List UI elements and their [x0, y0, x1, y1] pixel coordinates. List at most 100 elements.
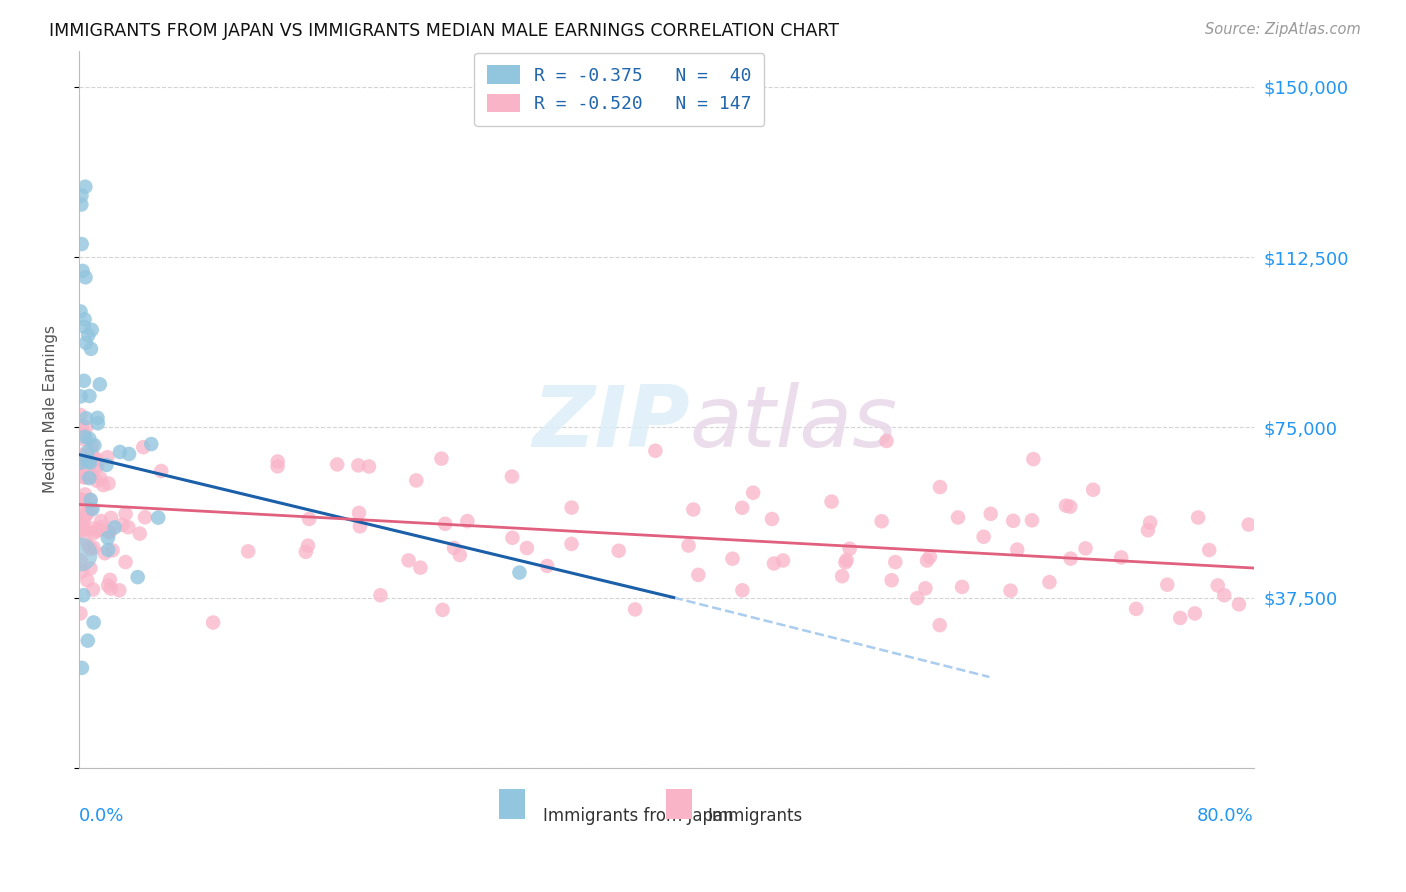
Point: [79, 561, 101, 575]
Point: [87, 417, 110, 431]
Point: [918, 549, 941, 564]
Point: [148, 510, 170, 524]
Point: [82, 582, 104, 597]
Point: [950, 580, 973, 594]
Point: [79, 456, 101, 470]
Point: [202, 615, 225, 630]
Point: [70, 661, 93, 675]
Point: [69, 492, 91, 507]
Point: [1198, 543, 1220, 558]
Point: [405, 474, 427, 488]
Point: [1168, 611, 1191, 625]
Point: [835, 553, 858, 567]
Point: [772, 553, 794, 567]
Point: [449, 548, 471, 562]
Point: [73, 430, 96, 444]
Y-axis label: Median Male Earnings: Median Male Earnings: [44, 326, 58, 493]
Point: [357, 459, 380, 474]
Point: [1005, 542, 1028, 557]
Point: [731, 583, 754, 598]
Point: [127, 570, 149, 584]
Point: [70, 463, 93, 477]
Point: [831, 569, 853, 583]
Point: [1213, 588, 1236, 602]
Point: [820, 494, 842, 508]
Point: [76, 507, 98, 521]
Point: [80, 541, 103, 556]
Point: [77, 503, 100, 517]
Point: [76, 503, 98, 517]
Point: [86, 410, 108, 425]
Point: [83, 615, 105, 630]
Point: [72, 493, 94, 508]
Legend: R = -0.375   N =  40, R = -0.520   N = 147: R = -0.375 N = 40, R = -0.520 N = 147: [474, 53, 763, 126]
Point: [688, 567, 710, 582]
Point: [1074, 541, 1097, 556]
Point: [75, 270, 97, 285]
Point: [644, 443, 666, 458]
Point: [432, 603, 454, 617]
Point: [1002, 514, 1025, 528]
Point: [104, 520, 127, 534]
Point: [1081, 483, 1104, 497]
Point: [98, 525, 121, 540]
Point: [69, 492, 91, 507]
Point: [80, 323, 103, 337]
Point: [96, 450, 118, 465]
Point: [298, 512, 321, 526]
Point: [70, 418, 93, 433]
Point: [83, 541, 105, 555]
Point: [117, 520, 139, 534]
Point: [72, 588, 94, 602]
Point: [347, 506, 370, 520]
Point: [111, 517, 134, 532]
Point: [1184, 607, 1206, 621]
Point: [87, 523, 110, 537]
Point: [97, 543, 120, 558]
Point: [80, 438, 103, 452]
Point: [1206, 578, 1229, 592]
Point: [82, 501, 104, 516]
Point: [75, 411, 97, 425]
Point: [80, 503, 103, 517]
Point: [94, 546, 117, 560]
Point: [682, 502, 704, 516]
Point: [90, 514, 112, 528]
Point: [80, 342, 103, 356]
Point: [915, 553, 938, 567]
Point: [114, 507, 136, 521]
Point: [75, 470, 97, 484]
Text: atlas: atlas: [690, 382, 898, 465]
Point: [118, 447, 141, 461]
Point: [83, 438, 105, 452]
Point: [69, 516, 91, 531]
Point: [89, 377, 111, 392]
Point: [73, 426, 96, 441]
Point: [69, 548, 91, 562]
Point: [70, 565, 93, 579]
Point: [97, 476, 120, 491]
Point: [75, 420, 97, 434]
Text: IMMIGRANTS FROM JAPAN VS IMMIGRANTS MEDIAN MALE EARNINGS CORRELATION CHART: IMMIGRANTS FROM JAPAN VS IMMIGRANTS MEDI…: [49, 22, 839, 40]
Point: [77, 454, 100, 468]
Point: [560, 537, 582, 551]
Point: [742, 485, 765, 500]
Point: [100, 511, 122, 525]
Point: [347, 458, 370, 473]
Point: [870, 514, 893, 528]
Point: [430, 451, 453, 466]
Point: [73, 319, 96, 334]
Point: [443, 541, 465, 555]
Point: [70, 188, 93, 202]
Point: [69, 448, 91, 462]
Point: [79, 492, 101, 507]
Point: [70, 197, 93, 211]
Text: Source: ZipAtlas.com: Source: ZipAtlas.com: [1205, 22, 1361, 37]
Point: [326, 458, 349, 472]
Point: [267, 454, 290, 468]
Point: [97, 578, 120, 592]
Point: [731, 500, 754, 515]
Point: [398, 553, 420, 567]
Point: [76, 633, 98, 648]
Point: [98, 573, 121, 587]
